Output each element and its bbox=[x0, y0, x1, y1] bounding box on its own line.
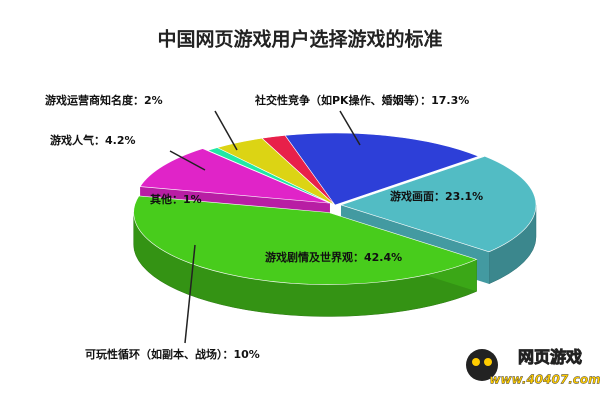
logo-eye bbox=[484, 358, 492, 366]
logo-url: www.40407.com bbox=[489, 373, 600, 387]
data-label: 游戏画面：23.1% bbox=[390, 189, 483, 203]
data-label: 游戏人气：4.2% bbox=[50, 133, 136, 147]
leader-line bbox=[214, 110, 238, 151]
slice bbox=[216, 137, 336, 206]
data-label: 游戏剧情及世界观：42.4% bbox=[265, 250, 402, 264]
logo-icon bbox=[466, 349, 498, 381]
leader-line bbox=[339, 110, 361, 146]
logo-eye bbox=[472, 358, 480, 366]
leader-line bbox=[169, 150, 206, 171]
data-label: 游戏运营商知名度：2% bbox=[45, 93, 163, 107]
slice bbox=[139, 148, 330, 204]
data-label: 社交性竞争（如PK操作、婚姻等）：17.3% bbox=[254, 93, 469, 107]
leader-line bbox=[184, 244, 196, 344]
slice bbox=[133, 195, 478, 285]
pie bbox=[133, 132, 537, 317]
data-label: 可玩性循环（如副本、战场）：10% bbox=[85, 347, 260, 361]
logo-title: 网页游戏 bbox=[518, 348, 582, 367]
chart-title: 中国网页游戏用户选择游戏的标准 bbox=[157, 28, 442, 51]
data-label: 其他：1% bbox=[150, 192, 202, 206]
slice bbox=[340, 155, 537, 253]
slice bbox=[284, 132, 480, 206]
logo: 网页游戏 www.40407.com bbox=[466, 347, 600, 387]
